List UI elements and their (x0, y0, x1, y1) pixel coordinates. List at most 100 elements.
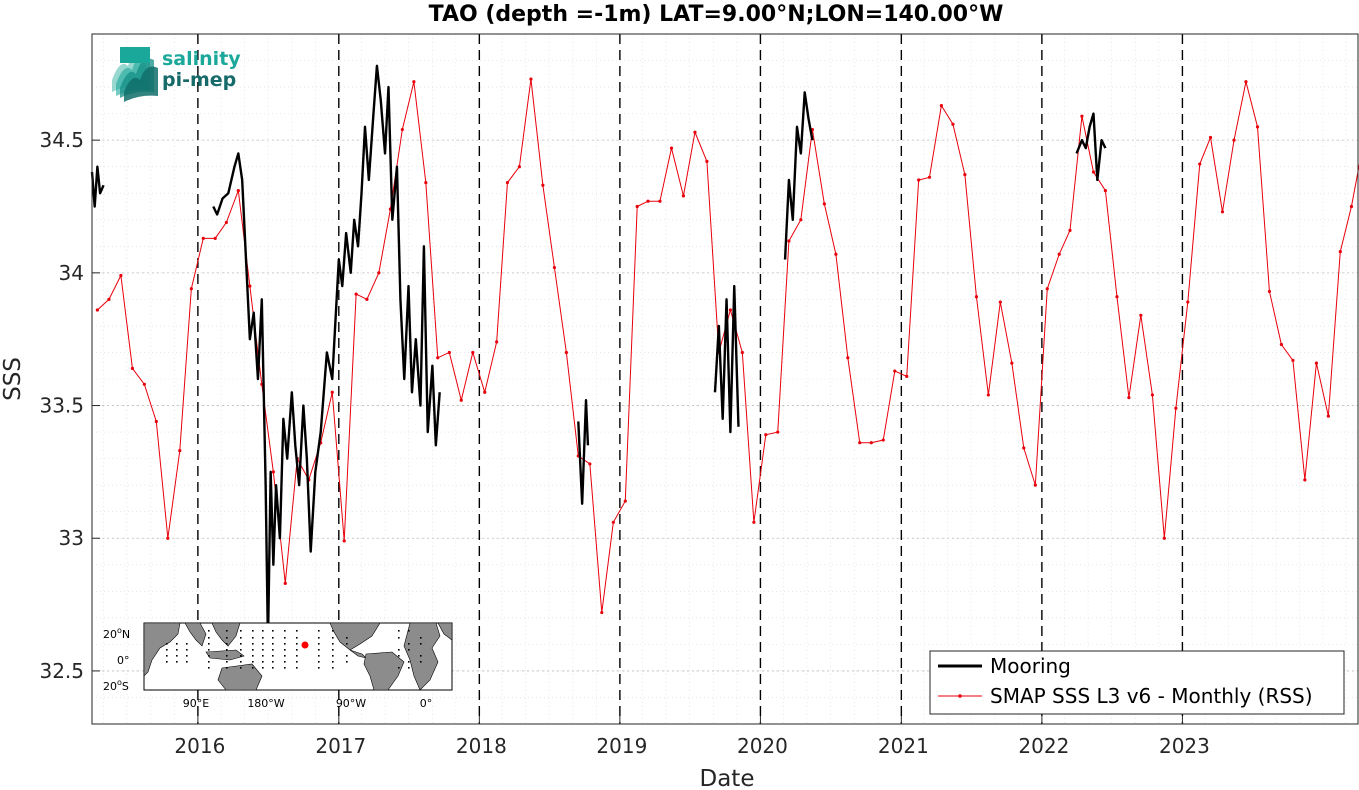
smap-point (505, 181, 510, 185)
mooring-dot (240, 667, 242, 669)
inset-map-y-labels: 20oN 0° 20oS (103, 626, 130, 693)
mooring-dot (272, 649, 274, 651)
mooring-dot (208, 630, 210, 632)
mooring-dot (332, 661, 334, 663)
mooring-dot (318, 643, 320, 645)
smap-point (1220, 210, 1225, 214)
mooring-dot (166, 655, 168, 657)
mooring-dot (420, 643, 422, 645)
mooring-dot (346, 655, 348, 657)
smap-point (342, 539, 346, 543)
smap-point (846, 356, 850, 360)
mooring-dot (262, 643, 264, 645)
mooring-dot (208, 655, 210, 657)
smap-point (1033, 483, 1037, 487)
mooring-dot (346, 661, 348, 663)
y-tick-label: 33 (59, 526, 84, 550)
x-tick-label: 2019 (596, 734, 647, 758)
mooring-dot (318, 667, 320, 669)
smap-point (1255, 125, 1260, 129)
smap-point (1291, 358, 1295, 363)
mooring-dot (272, 630, 274, 632)
mooring-dot (176, 655, 178, 657)
chart-title: TAO (depth =-1m) LAT=9.00°N;LON=140.00°W (429, 2, 1004, 27)
mooring-dot (226, 667, 228, 669)
mooring-dot (208, 637, 210, 639)
mooring-dot (398, 637, 400, 639)
y-axis: 32.5 33 33.5 34 34.5 (39, 128, 100, 683)
x-tick-label: 2021 (878, 734, 929, 758)
mooring-dot (272, 655, 274, 657)
mooring-dot (226, 643, 228, 645)
mooring-dot (252, 661, 254, 663)
smap-point (107, 297, 111, 301)
mooring-dot (186, 649, 188, 651)
smap-point (963, 173, 967, 177)
smap-point (728, 308, 732, 312)
mooring-dot (408, 661, 410, 663)
legend-mooring-label: Mooring (990, 654, 1071, 678)
legend: Mooring SMAP SSS L3 v6 - Monthly (RSS) (929, 650, 1345, 715)
smap-point (611, 520, 615, 524)
smap-point (1010, 361, 1014, 365)
mooring-dot (240, 630, 242, 632)
inset-map-x-labels: 90°E 180°W 90°W 0° (183, 697, 432, 710)
mooring-dot (284, 655, 286, 657)
mooring-dot (408, 643, 410, 645)
smap-point (1022, 446, 1026, 450)
smap-point (681, 194, 686, 198)
smap-point (564, 350, 568, 355)
y-axis-label: SSS (0, 357, 26, 401)
smap-point (552, 265, 557, 270)
map-ylabel-20n: 20oN (103, 626, 130, 641)
x-tick-label: 2018 (456, 734, 507, 758)
mooring-dot (332, 637, 334, 639)
mooring-dot (252, 643, 254, 645)
mooring-dot (398, 667, 400, 669)
smap-point (1139, 313, 1143, 317)
mooring-dot (208, 661, 210, 663)
mooring-dot (176, 649, 178, 651)
smap-point (1103, 188, 1108, 193)
x-tick-label: 2023 (1159, 734, 1210, 758)
mooring-dot (284, 643, 286, 645)
smap-point (869, 441, 873, 445)
smap-point (1314, 361, 1319, 365)
mooring-dot (166, 643, 168, 645)
smap-point (224, 220, 228, 225)
mooring-dot (346, 637, 348, 639)
map-ylabel-20s: 20oS (103, 678, 129, 693)
smap-point (213, 236, 217, 240)
x-tick-label: 2016 (174, 734, 225, 758)
mooring-dot (272, 661, 274, 663)
inset-map-frame (143, 622, 453, 691)
mooring-dot (332, 630, 334, 632)
mooring-dot (226, 649, 228, 651)
mooring-dot (262, 649, 264, 651)
mooring-dot (296, 649, 298, 651)
mooring-dot (208, 667, 210, 669)
mooring-dot (284, 667, 286, 669)
smap-point (600, 610, 604, 615)
mooring-dot (176, 643, 178, 645)
mooring-dot (318, 649, 320, 651)
map-xlabel-90w: 90°W (336, 697, 366, 710)
plot-frame (91, 33, 1359, 725)
mooring-dot (240, 637, 242, 639)
x-axis-label: Date (700, 766, 755, 790)
mooring-dot (252, 655, 254, 657)
inset-map-mooring-dots (166, 630, 422, 669)
smap-point (1174, 406, 1178, 410)
mooring-line (1075, 112, 1107, 182)
smap-point (1326, 414, 1330, 418)
mooring-dot (262, 667, 264, 669)
smap-point (1150, 393, 1154, 397)
smap-point (764, 433, 768, 437)
smap-point (1338, 250, 1342, 254)
mooring-dot (166, 649, 168, 651)
smap-point (1303, 478, 1307, 482)
mooring-dot (262, 630, 264, 632)
x-tick-label: 2020 (737, 734, 788, 758)
mooring-dot (272, 643, 274, 645)
smap-point (377, 271, 381, 275)
